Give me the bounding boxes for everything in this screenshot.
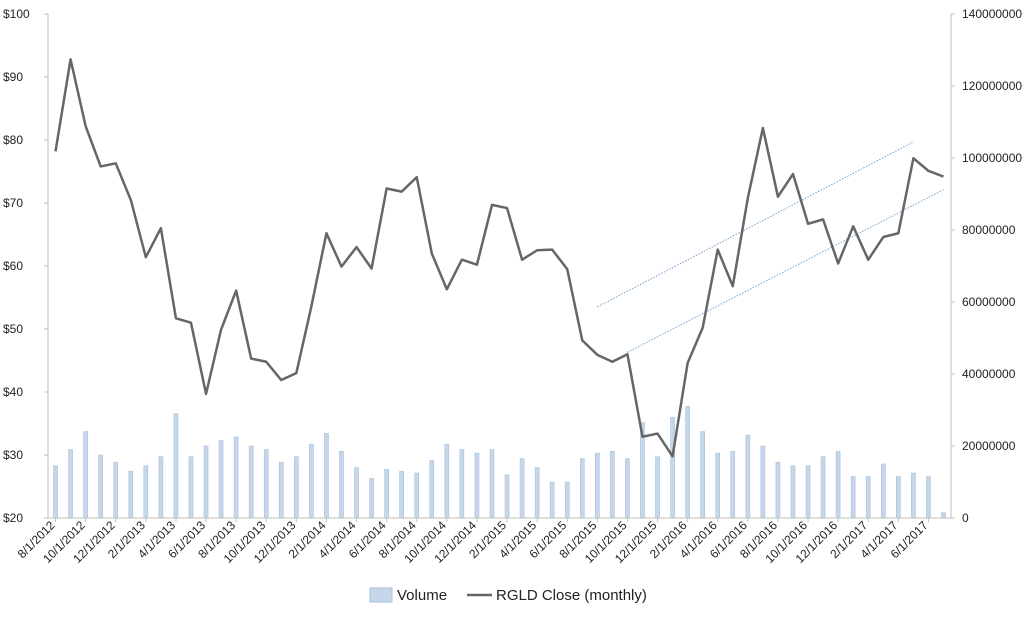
y-axis-right-labels: 0 20000000 40000000 60000000 80000000 1000000… xyxy=(951,7,1022,525)
y-right-tick-label: 140000000 xyxy=(962,7,1022,21)
volume-bar-5-1-2015 xyxy=(549,481,555,519)
y-right-tick-label: 0 xyxy=(962,511,969,525)
y-axis-left-labels: $20 $30 $40 $50 $60 $70 $80 $90 $100 xyxy=(3,7,48,525)
volume-bar-5-1-2013 xyxy=(188,456,194,519)
y-right-tick-label: 40000000 xyxy=(962,367,1016,381)
volume-bar-5-1-2016 xyxy=(730,451,736,519)
volume-bar-4-1-2014 xyxy=(354,467,359,519)
volume-bar-7-1-2016 xyxy=(760,445,766,519)
volume-bar-8-1-2014 xyxy=(414,472,420,519)
y-right-tick-label: 80000000 xyxy=(962,223,1016,237)
trend-channel xyxy=(597,141,944,353)
volume-bar-8-1-2012 xyxy=(53,465,58,519)
y-right-tick-label: 20000000 xyxy=(962,439,1016,453)
volume-bar-4-1-2016 xyxy=(715,452,721,519)
volume-bar-10-1-2015 xyxy=(625,458,630,519)
legend-volume-label: Volume xyxy=(397,587,447,604)
close-line xyxy=(54,58,944,458)
volume-bar-11-1-2014 xyxy=(459,449,465,519)
y-right-tick-label: 100000000 xyxy=(962,151,1022,165)
volume-bar-6-1-2013 xyxy=(203,445,209,519)
volume-bar-3-1-2016 xyxy=(700,431,705,519)
y-left-tick-label: $80 xyxy=(3,133,23,147)
trend-line-lower xyxy=(627,189,944,353)
y-left-tick-label: $100 xyxy=(3,7,30,21)
volume-bar-4-1-2013 xyxy=(173,413,179,519)
y-left-tick-label: $60 xyxy=(3,259,23,273)
volume-bar-10-1-2013 xyxy=(263,449,269,519)
y-right-tick-label: 60000000 xyxy=(962,295,1016,309)
volume-bar-3-1-2017 xyxy=(880,463,886,519)
volume-bar-10-1-2014 xyxy=(444,443,450,519)
y-left-tick-label: $50 xyxy=(3,322,23,336)
volume-bar-5-1-2017 xyxy=(911,472,916,519)
volume-bar-12-1-2016 xyxy=(835,451,841,519)
volume-bar-1-1-2015 xyxy=(489,449,495,519)
y-left-tick-label: $90 xyxy=(3,70,23,84)
volume-bar-2-1-2016 xyxy=(685,406,690,519)
volume-bar-11-1-2013 xyxy=(278,461,284,519)
x-axis-labels: 8/1/201210/1/201212/1/20122/1/20134/1/20… xyxy=(15,518,931,566)
legend: Volume RGLD Close (monthly) xyxy=(369,587,647,604)
volume-bar-1-1-2016 xyxy=(670,416,675,519)
volume-bar-3-1-2014 xyxy=(339,451,344,519)
volume-bar-9-1-2012 xyxy=(68,449,73,519)
volume-bar-4-1-2015 xyxy=(534,467,540,519)
volume-bar-12-1-2015 xyxy=(655,456,660,519)
volume-bar-9-1-2016 xyxy=(790,465,796,519)
volume-bar-6-1-2015 xyxy=(564,481,570,519)
legend-volume-swatch xyxy=(369,587,393,603)
volume-bar-4-1-2017 xyxy=(896,476,901,519)
volume-bar-6-1-2017 xyxy=(926,476,931,519)
volume-bar-2-1-2017 xyxy=(865,476,871,519)
volume-bar-8-1-2013 xyxy=(233,436,239,519)
volume-bar-6-1-2014 xyxy=(384,469,389,519)
volume-bar-3-1-2015 xyxy=(519,458,525,519)
volume-bar-11-1-2016 xyxy=(820,456,826,519)
volume-bar-12-1-2014 xyxy=(474,452,480,519)
volume-bar-7-1-2013 xyxy=(218,440,224,519)
volume-bar-5-1-2014 xyxy=(369,478,374,519)
volume-bar-2-1-2015 xyxy=(504,474,510,519)
volume-bar-9-1-2014 xyxy=(429,460,435,519)
volume-bar-8-1-2016 xyxy=(775,461,781,519)
volume-bar-11-1-2012 xyxy=(98,454,103,519)
volume-bar-10-1-2012 xyxy=(83,431,88,519)
volume-bar-1-1-2014 xyxy=(309,443,314,519)
volume-bar-9-1-2013 xyxy=(248,445,254,519)
close-series-line xyxy=(54,58,944,458)
volume-bar-8-1-2015 xyxy=(595,452,600,519)
y-right-tick-label: 120000000 xyxy=(962,79,1022,93)
volume-bar-10-1-2016 xyxy=(805,465,811,519)
volume-bar-7-1-2014 xyxy=(399,470,404,519)
volume-bar-12-1-2012 xyxy=(113,461,119,519)
volume-bar-12-1-2013 xyxy=(294,456,299,519)
y-left-tick-label: $30 xyxy=(3,448,23,462)
volume-bar-6-1-2016 xyxy=(745,434,751,519)
volume-bar-1-1-2013 xyxy=(128,470,134,519)
volume-bar-7-1-2015 xyxy=(579,458,585,519)
volume-bar-1-1-2017 xyxy=(850,476,856,519)
legend-close-label: RGLD Close (monthly) xyxy=(496,587,647,604)
y-left-tick-label: $70 xyxy=(3,196,23,210)
axes xyxy=(47,14,952,519)
volume-bar-2-1-2013 xyxy=(143,465,149,519)
y-left-tick-label: $40 xyxy=(3,385,23,399)
trend-line-upper xyxy=(597,141,914,308)
volume-bar-9-1-2015 xyxy=(610,451,615,519)
y-left-tick-label: $20 xyxy=(3,511,23,525)
volume-bars xyxy=(53,406,946,519)
volume-bar-7-1-2017 xyxy=(941,512,946,519)
volume-bar-3-1-2013 xyxy=(158,456,164,519)
volume-bar-2-1-2014 xyxy=(324,433,329,519)
